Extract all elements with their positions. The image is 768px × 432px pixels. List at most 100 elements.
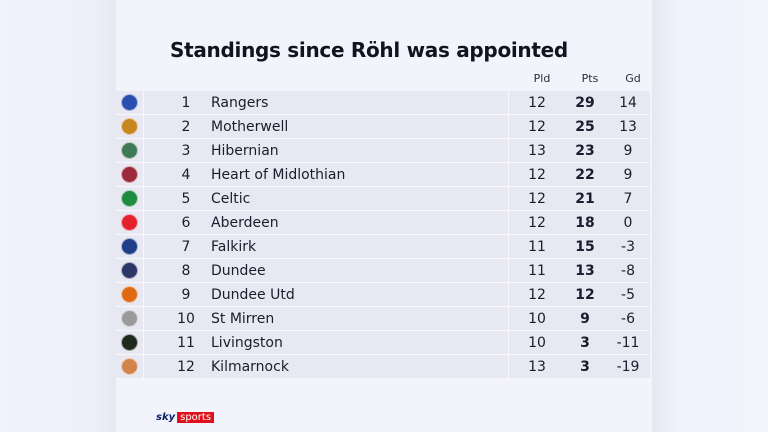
position: 10 [177, 310, 195, 327]
position: 8 [181, 262, 191, 279]
column-divider [508, 307, 509, 330]
table-row: 9 Dundee Utd 12 12 -5 [116, 283, 650, 307]
column-divider [508, 259, 509, 282]
table-row: 2 Motherwell 12 25 13 [116, 115, 650, 139]
goal-difference: -6 [621, 310, 635, 327]
kilmarnock-crest-icon [121, 358, 138, 375]
points: 12 [575, 286, 595, 303]
goal-difference: 13 [619, 118, 637, 135]
sky-sports-logo: sky sports [156, 412, 215, 423]
table-row: 7 Falkirk 11 15 -3 [116, 235, 650, 259]
goal-difference: 7 [623, 190, 633, 207]
played: 12 [528, 214, 546, 231]
played: 12 [528, 118, 546, 135]
column-divider [508, 331, 509, 354]
page-title: Standings since Röhl was appointed [170, 38, 568, 62]
falkirk-crest-icon [121, 238, 138, 255]
left-background [0, 0, 116, 432]
points: 25 [575, 118, 595, 135]
table-row: 3 Hibernian 13 23 9 [116, 139, 650, 163]
goal-difference: 9 [623, 142, 633, 159]
played: 10 [528, 310, 546, 327]
played: 12 [528, 286, 546, 303]
livingston-crest-icon [121, 334, 138, 351]
crest-cell [116, 163, 144, 186]
team-name: Heart of Midlothian [211, 166, 346, 183]
played: 12 [528, 166, 546, 183]
column-header-pts: Pts [581, 72, 599, 85]
goal-difference: -19 [616, 358, 640, 375]
goal-difference: 0 [623, 214, 633, 231]
dundee-crest-icon [121, 262, 138, 279]
table-row: 5 Celtic 12 21 7 [116, 187, 650, 211]
points: 18 [575, 214, 595, 231]
crest-cell [116, 235, 144, 258]
points: 29 [575, 94, 595, 111]
dundee-utd-crest-icon [121, 286, 138, 303]
points: 22 [575, 166, 595, 183]
column-divider [508, 211, 509, 234]
goal-difference: -5 [621, 286, 635, 303]
position: 12 [177, 358, 195, 375]
table-row: 8 Dundee 11 13 -8 [116, 259, 650, 283]
table-row: 4 Heart of Midlothian 12 22 9 [116, 163, 650, 187]
points: 21 [575, 190, 595, 207]
crest-cell [116, 259, 144, 282]
column-divider [508, 139, 509, 162]
goal-difference: 14 [619, 94, 637, 111]
table-row: 10 St Mirren 10 9 -6 [116, 307, 650, 331]
hibernian-crest-icon [121, 142, 138, 159]
sports-logo-text: sports [177, 412, 215, 423]
points: 9 [580, 310, 590, 327]
position: 9 [181, 286, 191, 303]
points: 15 [575, 238, 595, 255]
crest-cell [116, 283, 144, 306]
points: 3 [580, 334, 590, 351]
team-name: Livingston [211, 334, 283, 351]
right-background [652, 0, 768, 432]
aberdeen-crest-icon [121, 214, 138, 231]
column-header-gd: Gd [625, 72, 641, 85]
played: 13 [528, 358, 546, 375]
team-name: Motherwell [211, 118, 289, 135]
goal-difference: -8 [621, 262, 635, 279]
team-name: St Mirren [211, 310, 275, 327]
column-divider [508, 91, 509, 114]
position: 7 [181, 238, 191, 255]
team-name: Hibernian [211, 142, 279, 159]
position: 11 [177, 334, 195, 351]
position: 3 [181, 142, 191, 159]
team-name: Rangers [211, 94, 269, 111]
goal-difference: -11 [616, 334, 640, 351]
position: 2 [181, 118, 191, 135]
team-name: Dundee [211, 262, 266, 279]
table-row: 1 Rangers 12 29 14 [116, 91, 650, 115]
column-divider [508, 355, 509, 378]
team-name: Kilmarnock [211, 358, 289, 375]
table-row: 6 Aberdeen 12 18 0 [116, 211, 650, 235]
position: 1 [181, 94, 191, 111]
team-name: Aberdeen [211, 214, 279, 231]
crest-cell [116, 187, 144, 210]
crest-cell [116, 115, 144, 138]
crest-cell [116, 91, 144, 114]
hearts-crest-icon [121, 166, 138, 183]
played: 10 [528, 334, 546, 351]
points: 13 [575, 262, 595, 279]
column-divider [508, 283, 509, 306]
crest-cell [116, 307, 144, 330]
played: 13 [528, 142, 546, 159]
played: 12 [528, 94, 546, 111]
column-divider [508, 187, 509, 210]
points: 23 [575, 142, 595, 159]
position: 5 [181, 190, 191, 207]
celtic-crest-icon [121, 190, 138, 207]
sky-logo-text: sky [156, 412, 176, 423]
played: 11 [528, 238, 546, 255]
played: 12 [528, 190, 546, 207]
played: 11 [528, 262, 546, 279]
position: 4 [181, 166, 191, 183]
team-name: Falkirk [211, 238, 257, 255]
st-mirren-crest-icon [121, 310, 138, 327]
points: 3 [580, 358, 590, 375]
